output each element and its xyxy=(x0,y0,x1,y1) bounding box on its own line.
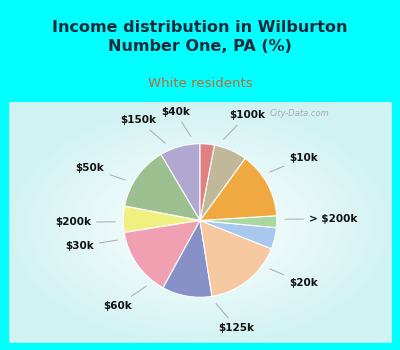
Wedge shape xyxy=(124,154,200,220)
Bar xyxy=(0,343,400,350)
Text: White residents: White residents xyxy=(148,77,252,90)
Text: $100k: $100k xyxy=(224,110,265,139)
Wedge shape xyxy=(123,206,200,232)
Bar xyxy=(392,102,400,350)
Text: > $200k: > $200k xyxy=(285,214,357,224)
Wedge shape xyxy=(200,216,277,228)
Text: $200k: $200k xyxy=(55,217,115,227)
Wedge shape xyxy=(200,220,276,249)
Wedge shape xyxy=(163,220,212,297)
Wedge shape xyxy=(200,159,277,220)
Text: $40k: $40k xyxy=(161,107,191,136)
Wedge shape xyxy=(200,220,271,296)
Text: $20k: $20k xyxy=(270,269,318,288)
Text: $60k: $60k xyxy=(103,286,146,310)
Wedge shape xyxy=(200,145,245,220)
Text: Income distribution in Wilburton
Number One, PA (%): Income distribution in Wilburton Number … xyxy=(52,20,348,54)
Text: City-Data.com: City-Data.com xyxy=(269,108,329,118)
Text: $30k: $30k xyxy=(65,240,117,251)
Text: $50k: $50k xyxy=(76,163,125,180)
Text: $10k: $10k xyxy=(270,153,318,172)
Bar xyxy=(0,102,8,350)
Text: $125k: $125k xyxy=(216,303,255,333)
Wedge shape xyxy=(161,144,200,220)
Wedge shape xyxy=(200,144,214,220)
Text: $150k: $150k xyxy=(121,116,165,143)
Wedge shape xyxy=(124,220,200,288)
